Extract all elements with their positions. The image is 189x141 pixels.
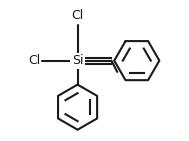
Text: Cl: Cl <box>28 54 40 67</box>
Text: Cl: Cl <box>71 9 84 22</box>
Text: Si: Si <box>72 54 83 67</box>
